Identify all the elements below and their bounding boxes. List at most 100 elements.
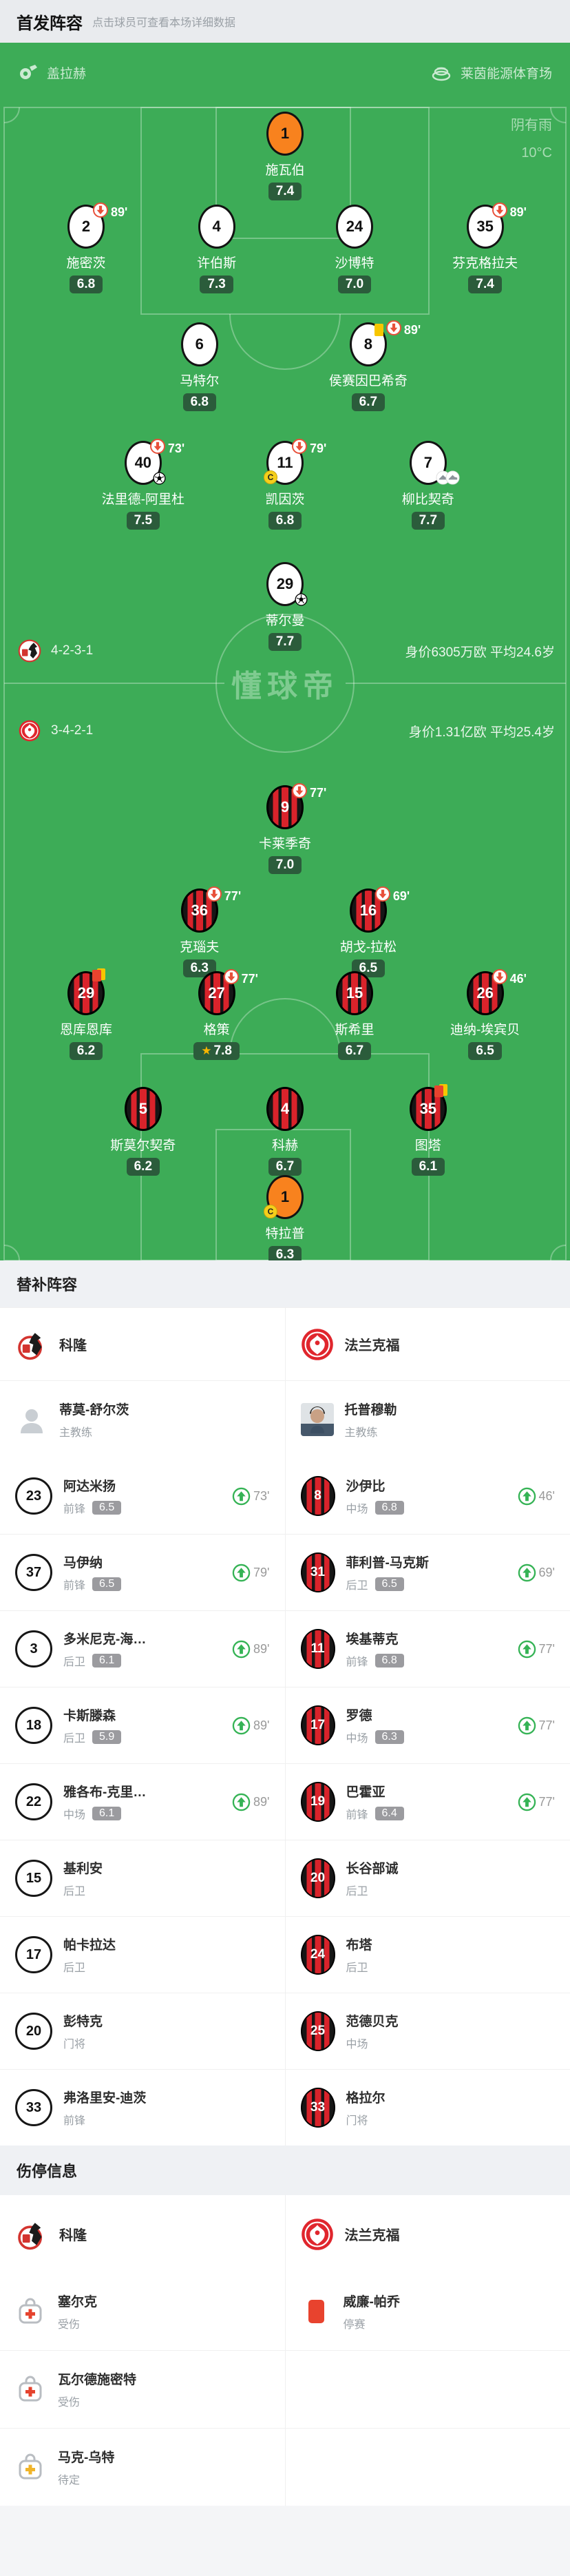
substitute-home-cell[interactable]: 20 彭特克 门将 xyxy=(0,1993,286,2069)
injury-player-name: 瓦尔德施密特 xyxy=(58,2369,136,2388)
player-number: 24 xyxy=(346,218,363,236)
player[interactable]: 35 89' 芬克格拉夫 7.4 xyxy=(434,205,537,293)
substitute-away-cell[interactable]: 24 布塔 后卫 xyxy=(286,1917,570,1993)
player-name: 格策 xyxy=(204,1019,230,1038)
player[interactable]: 1 C 特拉普 6.3 xyxy=(233,1175,337,1260)
sub-off-icon xyxy=(386,320,402,340)
player[interactable]: 11 79' C 凯因茨 6.8 xyxy=(233,441,337,530)
injuries-home-team: 科隆 xyxy=(0,2195,286,2273)
player[interactable]: 4 科赫 6.7 xyxy=(233,1087,337,1176)
sub-player-name: 范德贝克 xyxy=(346,2011,399,2030)
sub-off-icon xyxy=(374,886,391,906)
injury-status: 受伤 xyxy=(58,2315,97,2331)
motm-star-icon: ★ xyxy=(201,1044,211,1058)
page-title: 首发阵容 xyxy=(17,10,83,34)
player[interactable]: 29 恩库恩库 6.2 xyxy=(34,971,138,1060)
injury-status: 停赛 xyxy=(344,2315,400,2331)
home-market-info: 身价6305万欧 平均24.6岁 xyxy=(405,642,555,661)
injury-icon xyxy=(15,2296,45,2327)
substitute-home-cell[interactable]: 23 阿达米扬 前锋 6.5 73' xyxy=(0,1458,286,1534)
player[interactable]: 26 46' 迪纳-埃宾贝 6.5 xyxy=(434,971,537,1060)
player-jersey: 29 xyxy=(266,562,304,606)
player[interactable]: 16 69' 胡戈-拉松 6.5 xyxy=(317,889,420,977)
sub-off-icon xyxy=(223,968,240,989)
sub-jersey-icon: 25 xyxy=(301,2011,335,2051)
player-jersey: 24 xyxy=(336,205,373,249)
substitute-home-cell[interactable]: 22 雅各布-克里… 中场 6.1 89' xyxy=(0,1764,286,1840)
second-yellow-red-card-icon xyxy=(434,1084,448,1098)
player[interactable]: 8 89' 侯赛因巴希奇 6.7 xyxy=(317,322,420,411)
substitute-away-cell[interactable]: 31 菲利普-马克斯 后卫 6.5 69' xyxy=(286,1535,570,1610)
stadium-group: 莱茵能源体育场 xyxy=(430,62,552,83)
away-coach[interactable]: 托普穆勒 主教练 xyxy=(286,1381,570,1458)
player-name: 马特尔 xyxy=(180,371,219,389)
injury-status: 待定 xyxy=(58,2471,114,2487)
player[interactable]: 7 柳比契奇 7.7 xyxy=(377,441,480,530)
injury-row: 塞尔克 受伤 威廉-帕乔 停赛 xyxy=(0,2273,570,2350)
player-jersey: 4 xyxy=(198,205,235,249)
injuries-header: 伤停信息 xyxy=(0,2146,570,2195)
injury-away-cell[interactable]: 威廉-帕乔 停赛 xyxy=(286,2273,570,2350)
substitute-away-cell[interactable]: 33 格拉尔 门将 xyxy=(286,2070,570,2146)
injury-home-cell[interactable]: 塞尔克 受伤 xyxy=(0,2273,286,2350)
sub-player-position: 门将 xyxy=(63,2035,85,2051)
substitute-away-cell[interactable]: 11 埃基蒂克 前锋 6.8 77' xyxy=(286,1611,570,1687)
injury-away-cell[interactable] xyxy=(286,2351,570,2428)
player[interactable]: 24 沙博特 7.0 xyxy=(303,205,406,293)
player-name: 许伯斯 xyxy=(197,253,236,271)
player[interactable]: 27 77' 格策 ★ 7.8 xyxy=(165,971,268,1060)
player[interactable]: 15 斯希里 6.7 xyxy=(303,971,406,1060)
injuries-away-team: 法兰克福 xyxy=(286,2195,570,2273)
substitute-away-cell[interactable]: 17 罗德 中场 6.3 77' xyxy=(286,1687,570,1763)
substitute-home-cell[interactable]: 17 帕卡拉达 后卫 xyxy=(0,1917,286,1993)
sub-on-minute: 46' xyxy=(539,1489,555,1504)
player-name: 卡莱季奇 xyxy=(259,833,311,852)
substitute-away-cell[interactable]: 20 长谷部诚 后卫 xyxy=(286,1840,570,1916)
player-rating: 6.2 xyxy=(70,1042,103,1060)
substitute-away-cell[interactable]: 19 巴霍亚 前锋 6.4 77' xyxy=(286,1764,570,1840)
injury-away-cell[interactable] xyxy=(286,2429,570,2506)
player-rating: 6.8 xyxy=(268,512,302,530)
player-jersey: 8 89' xyxy=(350,322,387,366)
player[interactable]: 2 89' 施密茨 6.8 xyxy=(34,205,138,293)
sub-on-minute: 77' xyxy=(539,1718,555,1733)
player[interactable]: 5 斯莫尔契奇 6.2 xyxy=(92,1087,195,1176)
player-jersey: 35 xyxy=(410,1087,447,1131)
substitute-home-cell[interactable]: 37 马伊纳 前锋 6.5 79' xyxy=(0,1535,286,1610)
player[interactable]: 29 蒂尔曼 7.7 xyxy=(233,562,337,651)
substitute-row: 23 阿达米扬 前锋 6.5 73' 8 沙伊比 中场 6.8 xyxy=(0,1458,570,1534)
player[interactable]: 1 施瓦伯 7.4 xyxy=(233,112,337,200)
player-rating: 6.7 xyxy=(338,1042,371,1060)
sub-player-name: 帕卡拉达 xyxy=(63,1935,116,1953)
subs-home-team: 科隆 xyxy=(0,1308,286,1380)
substitute-row: 22 雅各布-克里… 中场 6.1 89' 19 巴霍亚 前锋 6.4 xyxy=(0,1763,570,1840)
player[interactable]: 35 图塔 6.1 xyxy=(377,1087,480,1176)
substitute-home-cell[interactable]: 18 卡斯滕森 后卫 5.9 89' xyxy=(0,1687,286,1763)
sub-on-minute: 77' xyxy=(539,1642,555,1656)
player-number: 7 xyxy=(424,454,432,472)
substitute-home-cell[interactable]: 3 多米尼克-海… 后卫 6.1 89' xyxy=(0,1611,286,1687)
player[interactable]: 9 77' 卡莱季奇 7.0 xyxy=(233,785,337,874)
substitute-home-cell[interactable]: 15 基利安 后卫 xyxy=(0,1840,286,1916)
player[interactable]: 4 许伯斯 7.3 xyxy=(165,205,268,293)
sub-jersey-icon: 20 xyxy=(301,1858,335,1898)
injury-home-cell[interactable]: 瓦尔德施密特 受伤 xyxy=(0,2351,286,2428)
home-coach[interactable]: 蒂莫-舒尔茨 主教练 xyxy=(0,1381,286,1458)
sub-player-name: 巴霍亚 xyxy=(346,1782,404,1800)
substitute-home-cell[interactable]: 33 弗洛里安-迪茨 前锋 xyxy=(0,2070,286,2146)
substitute-away-cell[interactable]: 8 沙伊比 中场 6.8 46' xyxy=(286,1458,570,1534)
player[interactable]: 40 73' 法里德-阿里杜 7.5 xyxy=(92,441,195,530)
sub-jersey-icon: 22 xyxy=(15,1783,52,1820)
sub-off-icon xyxy=(206,886,222,906)
injury-home-cell[interactable]: 马克-乌特 待定 xyxy=(0,2429,286,2506)
away-formation: 3-4-2-1 xyxy=(51,723,93,738)
player[interactable]: 36 77' 克瑙夫 6.3 xyxy=(148,889,251,977)
player-number: 6 xyxy=(196,335,204,353)
sub-on-icon xyxy=(232,1564,251,1582)
goal-icon xyxy=(153,472,166,485)
player[interactable]: 6 马特尔 6.8 xyxy=(148,322,251,411)
player-jersey: 2 89' xyxy=(67,205,105,249)
substitute-away-cell[interactable]: 25 范德贝克 中场 xyxy=(286,1993,570,2069)
home-coach-name: 蒂莫-舒尔茨 xyxy=(59,1400,129,1418)
sub-off-icon xyxy=(492,968,508,989)
